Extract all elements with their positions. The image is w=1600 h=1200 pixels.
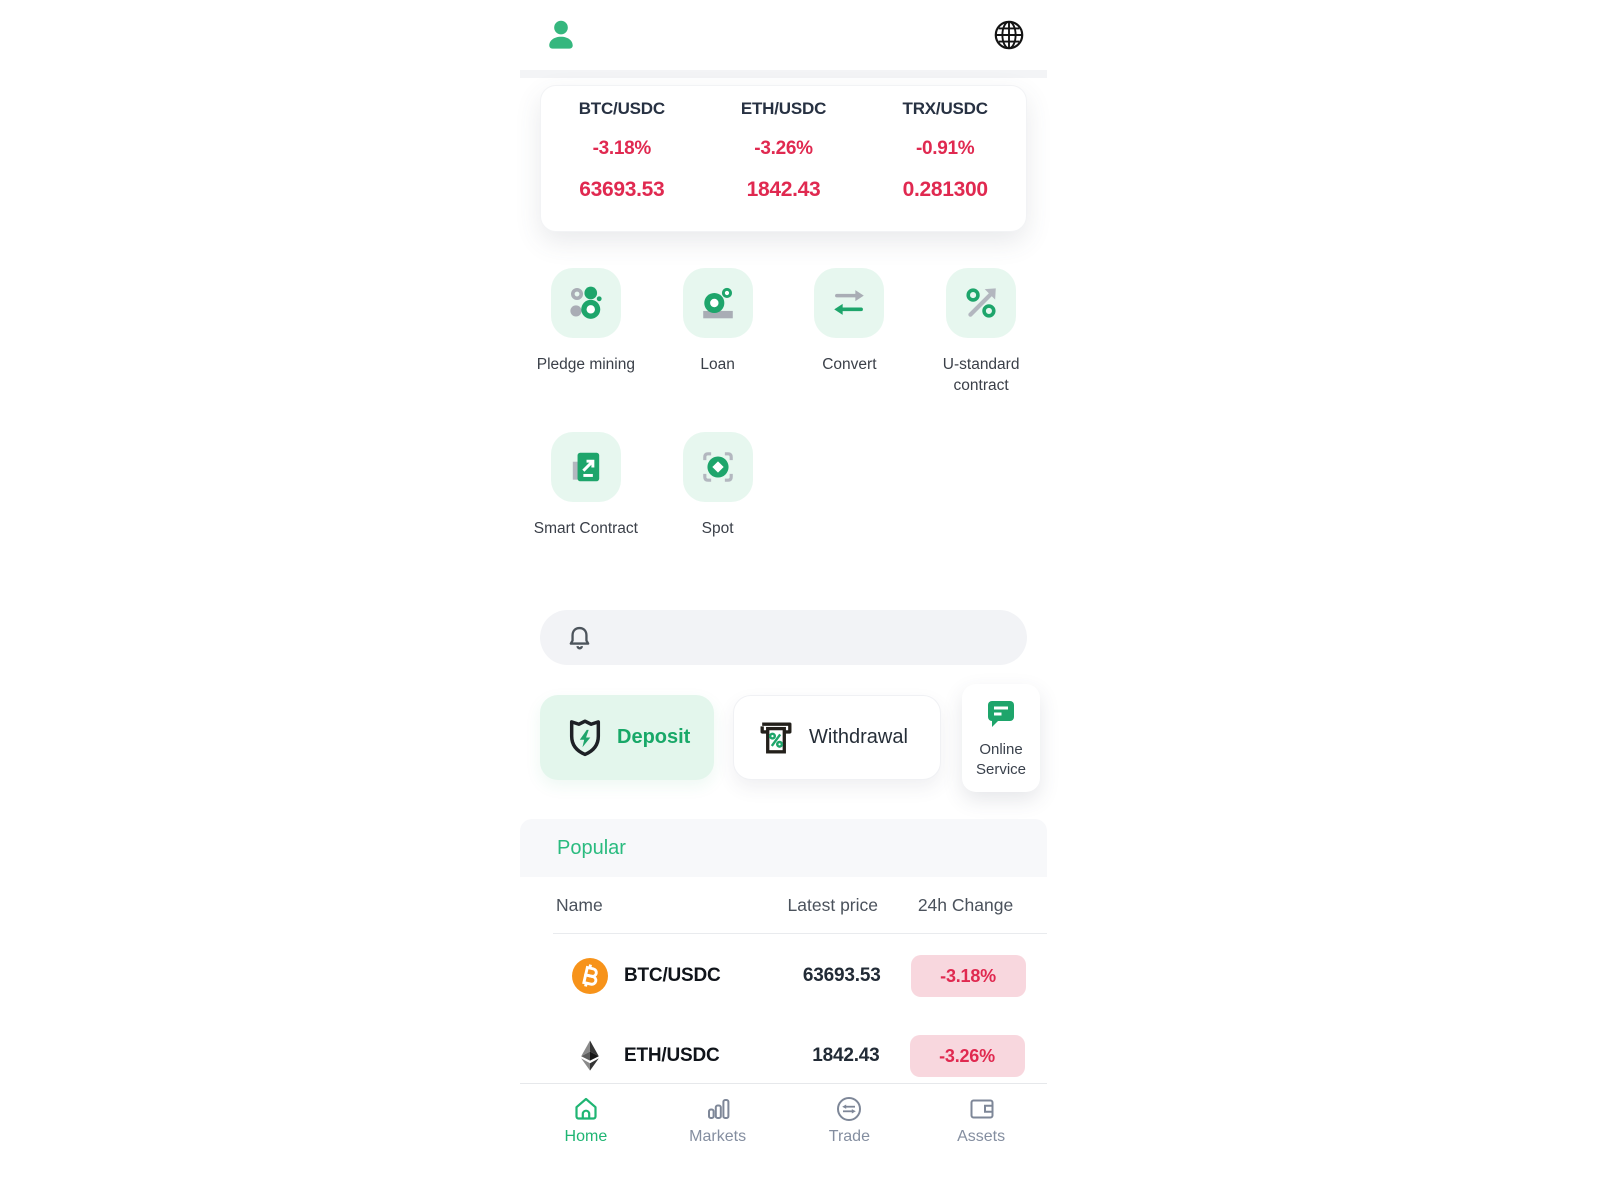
ticker-btc[interactable]: BTC/USDC -3.18% 63693.53	[541, 86, 703, 231]
deposit-button[interactable]: Deposit	[540, 695, 714, 780]
ticker-pair: TRX/USDC	[902, 99, 988, 118]
nav-label: Trade	[828, 1128, 870, 1145]
deposit-label: Deposit	[617, 726, 691, 748]
ticker-pair: ETH/USDC	[740, 99, 827, 118]
convert-tile	[814, 268, 885, 338]
feature-convert[interactable]: Convert	[784, 268, 916, 432]
chat-icon	[988, 701, 1014, 727]
top-bar	[520, 0, 1047, 70]
ticker-change: -0.91%	[915, 138, 975, 159]
bell-icon	[569, 626, 590, 650]
u-standard-contract-tile	[946, 268, 1017, 338]
ticker-price: 1842.43	[746, 178, 821, 201]
table-row-eth[interactable]: ETH/USDC 1842.43 -3.26%	[520, 1016, 1047, 1096]
feature-label: Smart Contract	[533, 520, 638, 537]
online-service-label: Online Service	[975, 741, 1027, 778]
nav-item-assets[interactable]: Assets	[915, 1084, 1047, 1200]
u-standard-contract-icon	[966, 288, 996, 318]
feature-pledge-mining[interactable]: Pledge mining	[520, 268, 652, 432]
globe-language-icon[interactable]	[992, 18, 1026, 52]
feature-label: Spot	[701, 520, 734, 537]
popular-tab[interactable]: Popular	[557, 836, 626, 859]
markets-bars-icon	[707, 1099, 730, 1119]
pledge-mining-tile	[550, 268, 621, 338]
ticker-price: 63693.53	[579, 178, 665, 201]
change-badge: -3.18%	[910, 955, 1026, 997]
pair-label: BTC/USDC	[624, 965, 721, 986]
convert-icon	[834, 290, 865, 315]
trade-swap-icon	[837, 1097, 862, 1121]
home-icon	[575, 1097, 597, 1120]
feature-loan[interactable]: Loan	[652, 268, 784, 432]
withdrawal-label: Withdrawal	[809, 726, 908, 748]
shield-lightning-icon	[569, 718, 601, 756]
feature-label: Loan	[700, 356, 735, 373]
change-badge: -3.26%	[909, 1035, 1025, 1077]
loan-icon	[702, 287, 733, 319]
column-name: Name	[556, 895, 603, 915]
announcement-bar[interactable]	[540, 610, 1027, 665]
market-table-header: Name Latest price 24h Change	[520, 877, 1047, 934]
feature-smart-contract[interactable]: Smart Contract	[520, 432, 652, 596]
nav-item-trade[interactable]: Trade	[784, 1084, 916, 1200]
column-24h-change: 24h Change	[917, 895, 1014, 915]
spot-icon	[702, 452, 733, 482]
loan-tile	[682, 268, 753, 338]
nav-item-home[interactable]: Home	[520, 1084, 652, 1200]
feature-label: U-standard contract	[942, 356, 1020, 394]
ticker-change: -3.26%	[754, 138, 813, 159]
pledge-mining-icon	[570, 286, 602, 319]
feature-label: Convert	[822, 356, 877, 373]
withdrawal-button[interactable]: Withdrawal	[733, 695, 941, 780]
ticker-eth[interactable]: ETH/USDC -3.26% 1842.43	[703, 86, 865, 231]
crypto-app: BTC/USDC -3.18% 63693.53 ETH/USDC -3.26%…	[520, 0, 1047, 1200]
nav-label: Home	[564, 1128, 608, 1145]
smart-contract-icon	[572, 452, 600, 482]
section-divider	[520, 70, 1047, 78]
online-service-button[interactable]: Online Service	[962, 684, 1040, 792]
nav-label: Markets	[689, 1128, 747, 1145]
btc-logo	[572, 958, 608, 994]
spot-tile	[682, 432, 753, 502]
nav-item-markets[interactable]: Markets	[652, 1084, 784, 1200]
feature-grid: Pledge mining Loan	[520, 268, 1047, 596]
bottom-nav: Home Markets Trade A	[520, 1083, 1047, 1200]
atm-withdraw-icon	[760, 722, 792, 753]
latest-price: 63693.53	[802, 965, 881, 986]
ticker-card: BTC/USDC -3.18% 63693.53 ETH/USDC -3.26%…	[540, 85, 1027, 232]
column-latest-price: Latest price	[787, 895, 878, 915]
pair-label: ETH/USDC	[624, 1045, 720, 1066]
assets-wallet-icon	[970, 1099, 994, 1119]
person-icon[interactable]	[546, 19, 576, 51]
feature-u-standard-contract[interactable]: U-standard contract	[915, 268, 1047, 432]
latest-price: 1842.43	[812, 1045, 880, 1066]
eth-logo	[581, 1040, 599, 1071]
table-row-btc[interactable]: BTC/USDC 63693.53 -3.18%	[520, 936, 1047, 1016]
nav-label: Assets	[957, 1128, 1006, 1145]
ticker-pair: BTC/USDC	[578, 99, 665, 118]
popular-section-header: Popular	[520, 819, 1047, 877]
ticker-price: 0.281300	[902, 178, 989, 201]
ticker-trx[interactable]: TRX/USDC -0.91% 0.281300	[864, 86, 1026, 231]
smart-contract-tile	[550, 432, 621, 502]
ticker-change: -3.18%	[592, 138, 652, 159]
feature-label: Pledge mining	[536, 356, 635, 373]
feature-spot[interactable]: Spot	[652, 432, 784, 596]
